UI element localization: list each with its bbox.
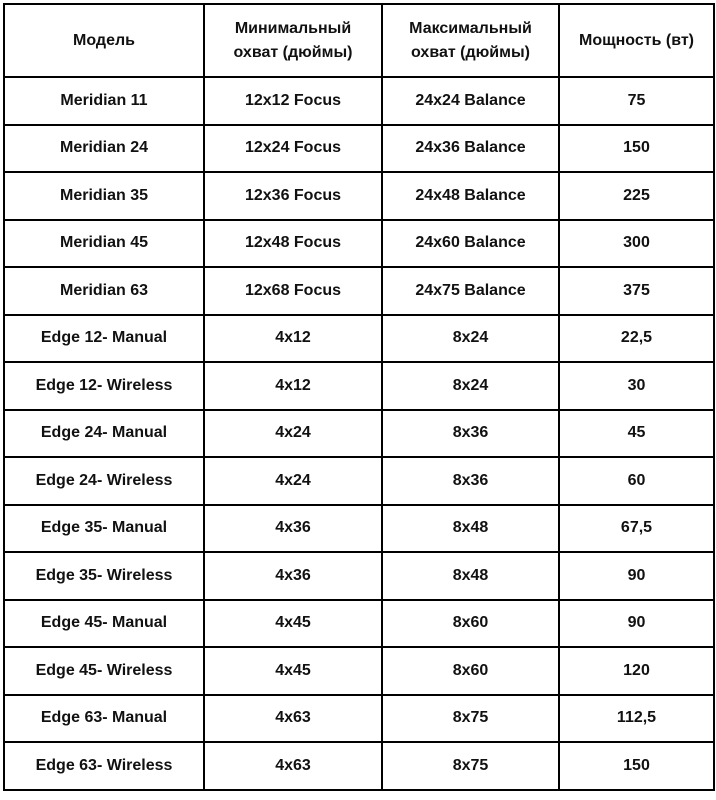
model-cell: Meridian 11 — [3, 76, 205, 126]
table-row: Edge 63- Manual 4x63 8x75 112,5 — [3, 693, 715, 743]
max-coverage-cell: 8x36 — [381, 456, 560, 506]
table-row: Edge 24- Manual 4x24 8x36 45 — [3, 408, 715, 458]
min-coverage-cell: 4x63 — [203, 741, 383, 791]
model-cell: Meridian 45 — [3, 218, 205, 268]
max-coverage-cell: 8x24 — [381, 313, 560, 363]
min-coverage-cell: 4x12 — [203, 313, 383, 363]
min-coverage-cell: 4x24 — [203, 408, 383, 458]
power-cell: 225 — [558, 171, 715, 221]
min-coverage-cell: 12x68 Focus — [203, 266, 383, 316]
max-coverage-cell: 8x48 — [381, 551, 560, 601]
model-cell: Edge 63- Wireless — [3, 741, 205, 791]
max-coverage-cell: 24x24 Balance — [381, 76, 560, 126]
model-cell: Edge 45- Wireless — [3, 646, 205, 696]
table-row: Edge 63- Wireless 4x63 8x75 150 — [3, 741, 715, 791]
power-cell: 90 — [558, 598, 715, 648]
table-row: Meridian 63 12x68 Focus 24x75 Balance 375 — [3, 266, 715, 316]
power-cell: 30 — [558, 361, 715, 411]
min-coverage-cell: 12x12 Focus — [203, 76, 383, 126]
power-cell: 112,5 — [558, 693, 715, 743]
table-row: Edge 35- Wireless 4x36 8x48 90 — [3, 551, 715, 601]
power-cell: 150 — [558, 123, 715, 173]
max-coverage-cell: 8x75 — [381, 741, 560, 791]
min-coverage-cell: 4x36 — [203, 551, 383, 601]
table-row: Meridian 45 12x48 Focus 24x60 Balance 300 — [3, 218, 715, 268]
specs-table: Модель Минимальный охват (дюймы) Максима… — [3, 3, 715, 791]
power-cell: 67,5 — [558, 503, 715, 553]
model-cell: Edge 35- Manual — [3, 503, 205, 553]
header-power: Мощность (вт) — [558, 3, 715, 78]
model-cell: Edge 12- Wireless — [3, 361, 205, 411]
model-cell: Edge 63- Manual — [3, 693, 205, 743]
model-cell: Meridian 24 — [3, 123, 205, 173]
table-row: Edge 45- Wireless 4x45 8x60 120 — [3, 646, 715, 696]
model-cell: Edge 24- Wireless — [3, 456, 205, 506]
min-coverage-cell: 4x36 — [203, 503, 383, 553]
table-row: Meridian 35 12x36 Focus 24x48 Balance 225 — [3, 171, 715, 221]
max-coverage-cell: 8x60 — [381, 598, 560, 648]
min-coverage-cell: 12x48 Focus — [203, 218, 383, 268]
max-coverage-cell: 24x60 Balance — [381, 218, 560, 268]
min-coverage-cell: 4x63 — [203, 693, 383, 743]
table-row: Edge 12- Wireless 4x12 8x24 30 — [3, 361, 715, 411]
min-coverage-cell: 12x36 Focus — [203, 171, 383, 221]
model-cell: Meridian 63 — [3, 266, 205, 316]
power-cell: 45 — [558, 408, 715, 458]
max-coverage-cell: 24x75 Balance — [381, 266, 560, 316]
table-row: Edge 35- Manual 4x36 8x48 67,5 — [3, 503, 715, 553]
model-cell: Edge 12- Manual — [3, 313, 205, 363]
table-row: Meridian 11 12x12 Focus 24x24 Balance 75 — [3, 76, 715, 126]
max-coverage-cell: 24x36 Balance — [381, 123, 560, 173]
power-cell: 90 — [558, 551, 715, 601]
power-cell: 300 — [558, 218, 715, 268]
min-coverage-cell: 4x12 — [203, 361, 383, 411]
min-coverage-cell: 4x45 — [203, 598, 383, 648]
power-cell: 75 — [558, 76, 715, 126]
header-model: Модель — [3, 3, 205, 78]
min-coverage-cell: 4x24 — [203, 456, 383, 506]
max-coverage-cell: 8x24 — [381, 361, 560, 411]
header-max-coverage: Максимальный охват (дюймы) — [381, 3, 560, 78]
table-row: Edge 12- Manual 4x12 8x24 22,5 — [3, 313, 715, 363]
max-coverage-cell: 8x48 — [381, 503, 560, 553]
min-coverage-cell: 4x45 — [203, 646, 383, 696]
table-row: Edge 45- Manual 4x45 8x60 90 — [3, 598, 715, 648]
max-coverage-cell: 8x36 — [381, 408, 560, 458]
power-cell: 22,5 — [558, 313, 715, 363]
power-cell: 375 — [558, 266, 715, 316]
power-cell: 150 — [558, 741, 715, 791]
model-cell: Edge 24- Manual — [3, 408, 205, 458]
model-cell: Meridian 35 — [3, 171, 205, 221]
header-row: Модель Минимальный охват (дюймы) Максима… — [3, 3, 715, 78]
max-coverage-cell: 8x75 — [381, 693, 560, 743]
max-coverage-cell: 24x48 Balance — [381, 171, 560, 221]
table-row: Edge 24- Wireless 4x24 8x36 60 — [3, 456, 715, 506]
power-cell: 120 — [558, 646, 715, 696]
model-cell: Edge 35- Wireless — [3, 551, 205, 601]
model-cell: Edge 45- Manual — [3, 598, 205, 648]
header-min-coverage: Минимальный охват (дюймы) — [203, 3, 383, 78]
min-coverage-cell: 12x24 Focus — [203, 123, 383, 173]
table-row: Meridian 24 12x24 Focus 24x36 Balance 150 — [3, 123, 715, 173]
max-coverage-cell: 8x60 — [381, 646, 560, 696]
power-cell: 60 — [558, 456, 715, 506]
